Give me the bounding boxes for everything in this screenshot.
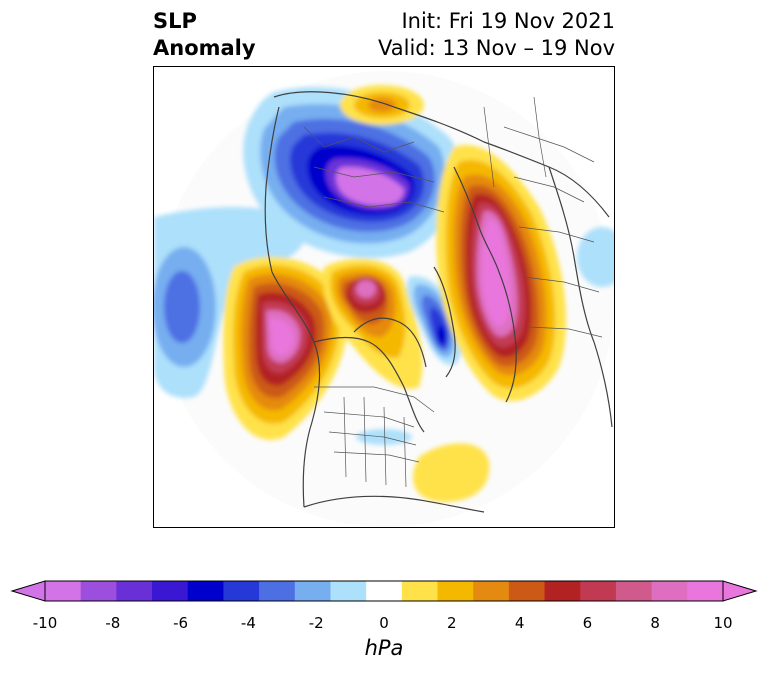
colorbar-segment xyxy=(80,581,117,601)
low-siberia xyxy=(243,87,460,259)
colorbar-tick-label: 2 xyxy=(447,614,457,632)
colorbar-tick-label: -4 xyxy=(240,614,256,632)
colorbar-tick-label: 8 xyxy=(650,614,660,632)
colorbar-segment xyxy=(366,581,403,601)
init-date: Init: Fri 19 Nov 2021 xyxy=(401,9,615,33)
valid-range: Valid: 13 Nov – 19 Nov xyxy=(378,36,615,60)
colorbar-unit-label: hPa xyxy=(364,636,404,660)
colorbar-tick-label: -2 xyxy=(308,614,324,632)
low-baffin xyxy=(406,276,462,366)
colorbar-under-arrow xyxy=(10,580,46,602)
colorbar-over-arrow xyxy=(722,580,758,602)
colorbar-tick-label: 0 xyxy=(379,614,389,632)
colorbar-segment xyxy=(223,581,260,601)
colorbar-segment xyxy=(294,581,331,601)
colorbar-tick-label: 6 xyxy=(582,614,593,632)
colorbar-tick-label: -10 xyxy=(32,614,58,632)
high-canadian-arctic xyxy=(323,258,423,389)
high-arctic-small xyxy=(340,85,424,125)
colorbar-segment xyxy=(651,581,688,601)
political-borders xyxy=(303,96,603,488)
colorbar-segment xyxy=(187,581,224,601)
colorbar-segment xyxy=(259,581,296,601)
colorbar-segment xyxy=(508,581,546,601)
colorbar-tick-label: -6 xyxy=(173,614,189,632)
colorbar-tick-label: 10 xyxy=(713,614,733,632)
colorbar-segment xyxy=(580,581,617,601)
colorbar-segment xyxy=(687,581,724,601)
colorbar-segments xyxy=(45,581,724,601)
colorbar-segment xyxy=(473,581,510,601)
colorbar-segment xyxy=(152,581,189,601)
slp-anomaly-map xyxy=(153,66,615,528)
high-alaska xyxy=(223,257,348,440)
colorbar-segment xyxy=(401,581,439,601)
colorbar-frame xyxy=(44,580,724,602)
coastlines xyxy=(264,91,613,513)
high-atlantic-weak xyxy=(413,443,490,502)
colorbar-tick-label: 4 xyxy=(514,614,525,632)
colorbar xyxy=(10,580,758,602)
low-pacific xyxy=(154,207,306,398)
forecast-dates: Init: Fri 19 Nov 2021 Valid: 13 Nov – 19… xyxy=(300,8,615,62)
title-line-1: SLP xyxy=(153,9,197,33)
title-line-2: Anomaly xyxy=(153,36,256,60)
colorbar-segment xyxy=(45,581,82,601)
colorbar-tick-label: -8 xyxy=(105,614,121,632)
map-canvas xyxy=(154,67,614,527)
colorbar-segment xyxy=(437,581,474,601)
map-title: SLP Anomaly xyxy=(153,8,256,62)
colorbar-segment xyxy=(544,581,581,601)
low-east xyxy=(577,227,614,287)
colorbar-segment xyxy=(615,581,653,601)
colorbar-segment xyxy=(116,581,153,601)
colorbar-segment xyxy=(330,581,367,601)
